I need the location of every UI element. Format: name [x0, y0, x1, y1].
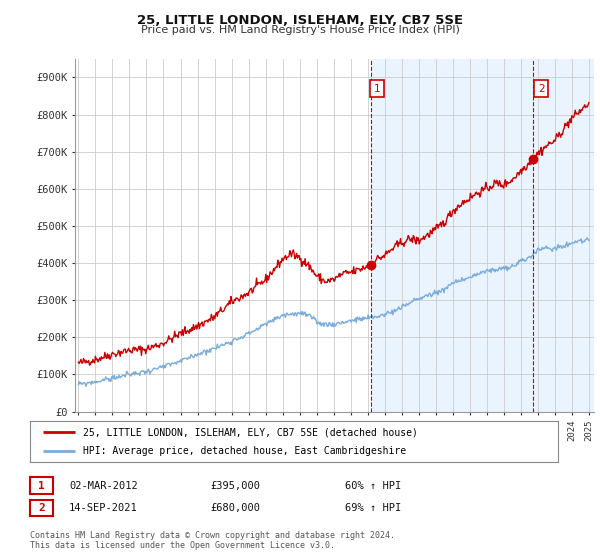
Bar	[533, 59, 594, 412]
Text: 14-SEP-2021: 14-SEP-2021	[69, 503, 138, 513]
Text: Price paid vs. HM Land Registry's House Price Index (HPI): Price paid vs. HM Land Registry's House …	[140, 25, 460, 35]
Text: 60% ↑ HPI: 60% ↑ HPI	[345, 480, 401, 491]
Text: 25, LITTLE LONDON, ISLEHAM, ELY, CB7 5SE: 25, LITTLE LONDON, ISLEHAM, ELY, CB7 5SE	[137, 14, 463, 27]
Text: £395,000: £395,000	[210, 480, 260, 491]
Text: 02-MAR-2012: 02-MAR-2012	[69, 480, 138, 491]
Text: 25, LITTLE LONDON, ISLEHAM, ELY, CB7 5SE (detached house): 25, LITTLE LONDON, ISLEHAM, ELY, CB7 5SE…	[83, 427, 418, 437]
Text: 1: 1	[374, 83, 380, 94]
Text: 2: 2	[38, 503, 45, 513]
Text: Contains HM Land Registry data © Crown copyright and database right 2024.
This d: Contains HM Land Registry data © Crown c…	[30, 531, 395, 550]
Text: HPI: Average price, detached house, East Cambridgeshire: HPI: Average price, detached house, East…	[83, 446, 406, 456]
Text: 69% ↑ HPI: 69% ↑ HPI	[345, 503, 401, 513]
Text: 2: 2	[538, 83, 545, 94]
Bar	[371, 59, 533, 412]
Text: 1: 1	[38, 480, 45, 491]
Text: £680,000: £680,000	[210, 503, 260, 513]
